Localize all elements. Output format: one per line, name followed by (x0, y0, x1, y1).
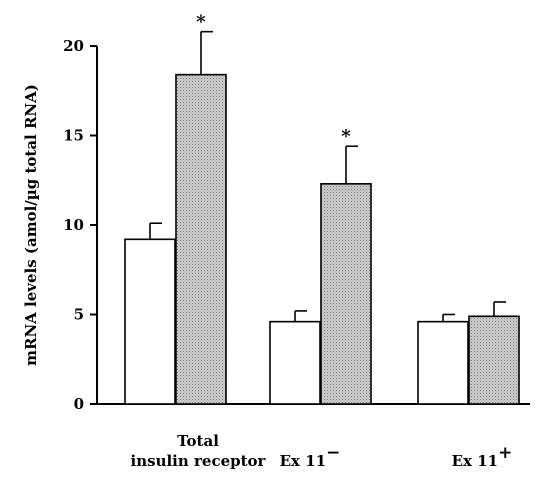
category-label: insulin receptor (131, 452, 267, 470)
bar (175, 73, 227, 405)
y-tick-label: 5 (74, 306, 84, 324)
bar (124, 238, 176, 405)
category-label: Ex 11− (280, 443, 341, 470)
significance-asterisk: * (341, 126, 351, 147)
category-labels: Total insulin receptor Ex 11− Ex 11+ (131, 432, 513, 470)
bar (417, 320, 469, 405)
bars (124, 73, 520, 405)
significance-asterisk: * (196, 12, 206, 33)
y-tick-label: 20 (63, 37, 84, 55)
category-label: Ex 11+ (452, 443, 513, 470)
y-axis-title: mRNA levels (amol/µg total RNA) (22, 84, 40, 366)
bar (269, 320, 321, 405)
bar (468, 315, 520, 405)
significance-markers: ** (196, 12, 351, 148)
y-axis: 0 5 10 15 20 (63, 37, 98, 413)
bar (320, 183, 372, 405)
y-tick-label: 15 (63, 127, 84, 145)
category-label: Total (177, 432, 219, 450)
error-bars (149, 30, 506, 322)
y-tick-label: 0 (74, 395, 84, 413)
y-tick-label: 10 (63, 216, 84, 234)
